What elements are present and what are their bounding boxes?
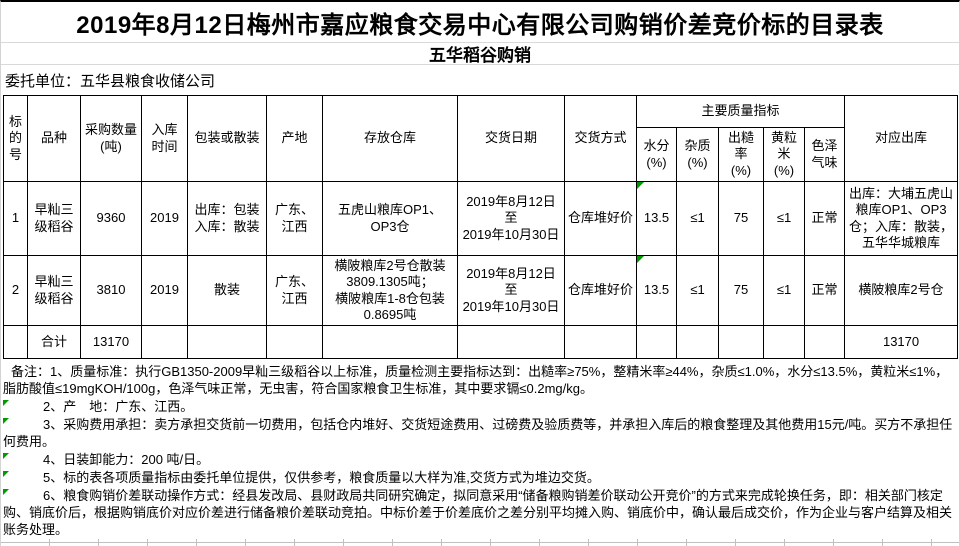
error-indicator-icon: [3, 418, 9, 424]
note-5: 5、标的表各项质量指标由委托单位提供，仅供参考，粮食质量以大样为准,交货方式为堆…: [3, 469, 957, 486]
cell-bid-no: 1: [3, 181, 28, 256]
total-outbound: 13170: [844, 325, 959, 359]
cell-empty: [564, 325, 637, 359]
cell-brown-rice-rate: 75: [718, 255, 764, 326]
cell-purchase-qty: 9360: [80, 181, 142, 256]
title-row: 2019年8月12日梅州市嘉应粮食交易中心有限公司购销价差竞价标的目录表: [1, 2, 959, 43]
note-6: 6、粮食购销价差联动操作方式：经县发改局、县财政局共同研究确定，拟同意采用“储备…: [3, 488, 953, 537]
header-warehouse: 存放仓库: [322, 95, 458, 182]
cell-empty: [676, 325, 719, 359]
cell-delivery-date: 2019年8月12日至 2019年10月30日: [457, 181, 565, 256]
cell-empty: [718, 325, 764, 359]
page-title: 2019年8月12日梅州市嘉应粮食交易中心有限公司购销价差竞价标的目录表: [76, 11, 884, 39]
cell-warehouse: 横陂粮库2号仓散装 3809.1305吨； 横陂粮库1-8仓包装 0.8695吨: [322, 255, 458, 326]
header-delivery-date: 交货日期: [457, 95, 565, 182]
cell-outbound: 出库：大埔五虎山粮库OP1、OP3仓；入库：散装，五华华城粮库: [844, 181, 959, 256]
cell-empty: [322, 325, 458, 359]
cell-moisture: 13.5: [636, 181, 677, 256]
cell-variety: 早籼三级稻谷: [27, 255, 81, 326]
header-yellow-grain: 黄粒 米 (%): [763, 127, 805, 182]
cell-impurity: ≤1: [676, 255, 719, 326]
total-label: 合计: [27, 325, 81, 359]
page-subtitle: 五华稻谷购销: [429, 46, 531, 65]
consignor-label: 委托单位：五华县粮食收储公司: [5, 72, 216, 90]
cell-empty: [636, 325, 677, 359]
cell-storage-time: 2019: [141, 255, 188, 326]
header-row-quality: 水分 (%) 杂质 (%) 出糙 率 (%) 黄粒 米 (%) 色泽 气味: [4, 127, 958, 182]
note-4: 4、日装卸能力：200 吨/日。: [3, 451, 957, 468]
error-indicator-icon: [3, 400, 9, 406]
cell-bid-no: 2: [3, 255, 28, 326]
note-1: 备注：1、质量标准：执行GB1350-2009早籼三级稻谷以上标准，质量检测主要…: [3, 364, 949, 396]
error-indicator-icon: [3, 453, 9, 459]
cell-storage-time: 2019: [141, 181, 188, 256]
header-packing: 包装或散装: [187, 95, 267, 182]
table-row-1: 1 早籼三级稻谷 9360 2019 出库：包装 入库：散装 广东、 江西 五虎…: [3, 181, 959, 256]
header-brown-rice-rate: 出糙 率 (%): [718, 127, 764, 182]
error-indicator-icon: [637, 182, 644, 189]
table-row-2: 2 早籼三级稻谷 3810 2019 散装 广东、 江西 横陂粮库2号仓散装 3…: [3, 255, 959, 326]
header-outbound: 对应出库: [844, 95, 959, 182]
cell-variety: 早籼三级稻谷: [27, 181, 81, 256]
cell-yellow-grain: ≤1: [763, 255, 805, 326]
cell-packing: 散装: [187, 255, 267, 326]
bid-catalog-table: 标的号 品种 采购数量 (吨) 入库 时间 包装或散装 产地 存放仓库 交货日期…: [3, 95, 959, 359]
cell-delivery-method: 仓库堆好价: [564, 255, 637, 326]
error-indicator-icon: [3, 489, 9, 495]
cell-impurity: ≤1: [676, 181, 719, 256]
cell-color-smell: 正常: [803, 181, 846, 256]
cell-empty: [141, 325, 188, 359]
header-origin: 产地: [266, 95, 323, 182]
cell-color-smell: 正常: [803, 255, 846, 326]
cell-empty: [763, 325, 805, 359]
cell-warehouse: 五虎山粮库OP1、OP3仓: [322, 181, 458, 256]
header-moisture: 水分 (%): [636, 127, 677, 182]
header-color-smell: 色泽 气味: [803, 127, 846, 182]
cell-yellow-grain: ≤1: [763, 181, 805, 256]
cell-origin: 广东、 江西: [266, 181, 323, 256]
cell-delivery-method: 仓库堆好价: [564, 181, 637, 256]
cell-empty: [803, 325, 846, 359]
cell-empty: [3, 325, 28, 359]
header-delivery-method: 交货方式: [564, 95, 637, 182]
header-bid-no: 标的号: [3, 95, 28, 182]
header-quality-group: 主要质量指标: [635, 95, 846, 128]
subtitle-row: 五华稻谷购销: [1, 43, 959, 65]
error-indicator-icon: [3, 471, 9, 477]
total-purchase-qty: 13170: [80, 325, 142, 359]
note-2: 2、产 地：广东、江西。: [3, 398, 957, 415]
cell-packing: 出库：包装 入库：散装: [187, 181, 267, 256]
note-3: 3、采购费用承担：卖方承担交货前一切费用，包括仓内堆好、交货短途费用、过磅费及验…: [3, 417, 953, 449]
cell-outbound: 横陂粮库2号仓: [844, 255, 959, 326]
header-storage-time: 入库 时间: [141, 95, 188, 182]
header-purchase-qty: 采购数量 (吨): [80, 95, 142, 182]
header-row-group: 标的号 品种 采购数量 (吨) 入库 时间 包装或散装 产地 存放仓库 交货日期…: [3, 95, 959, 182]
excel-gridline-row: [1, 539, 959, 546]
cell-empty: [187, 325, 267, 359]
cell-brown-rice-rate: 75: [718, 181, 764, 256]
header-variety: 品种: [27, 95, 81, 182]
total-row: 合计 13170 13170: [3, 325, 959, 359]
cell-purchase-qty: 3810: [80, 255, 142, 326]
cell-delivery-date: 2019年8月12日至 2019年10月30日: [457, 255, 565, 326]
notes-section: 备注：1、质量标准：执行GB1350-2009早籼三级稻谷以上标准，质量检测主要…: [1, 359, 959, 538]
header-impurity: 杂质 (%): [676, 127, 719, 182]
cell-empty: [266, 325, 323, 359]
error-indicator-icon: [637, 256, 644, 263]
cell-origin: 广东、 江西: [266, 255, 323, 326]
cell-empty: [457, 325, 565, 359]
cell-moisture: 13.5: [636, 255, 677, 326]
consignor-row: 委托单位：五华县粮食收储公司: [1, 65, 959, 95]
